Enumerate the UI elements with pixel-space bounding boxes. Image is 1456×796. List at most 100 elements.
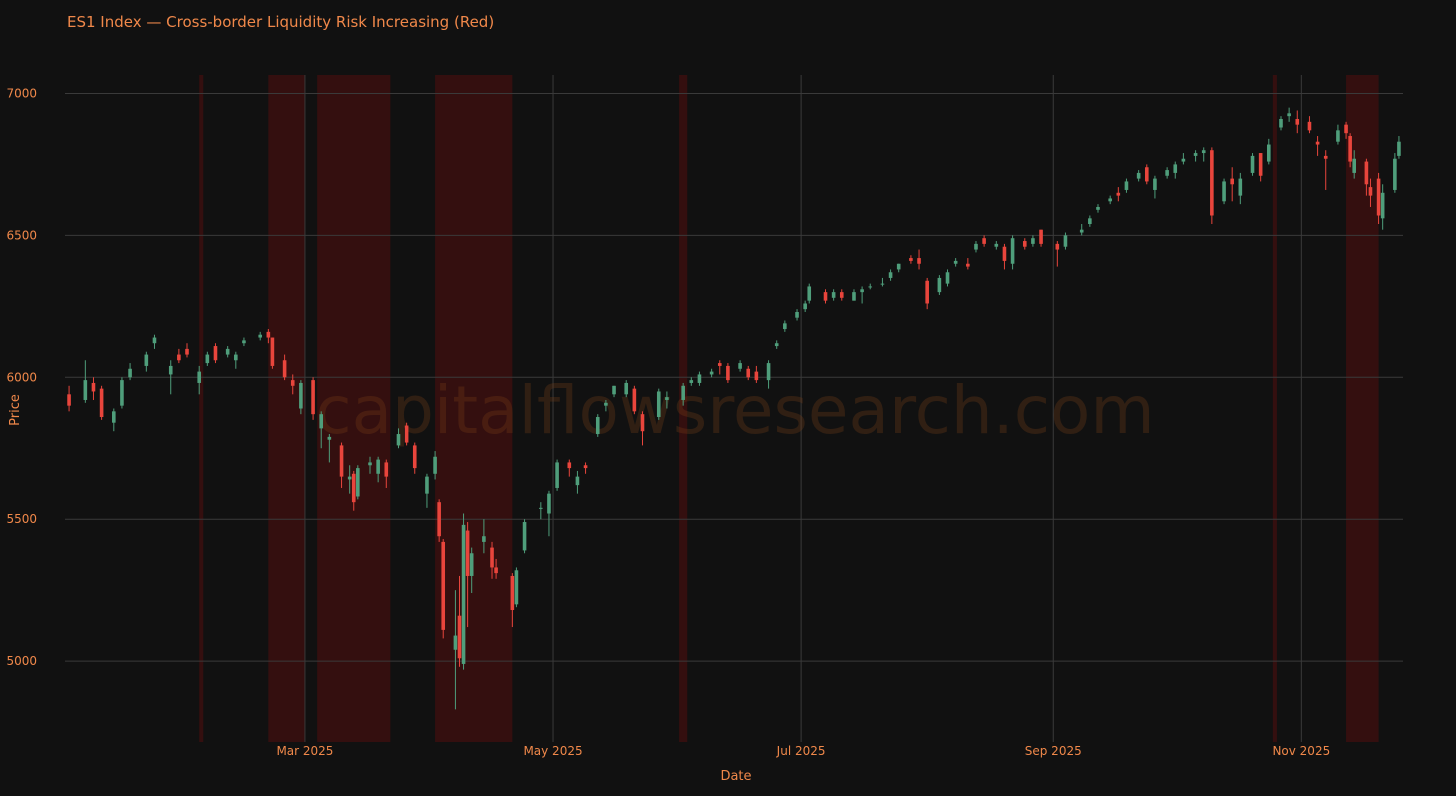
candle-body	[823, 292, 828, 301]
candle-body	[1368, 187, 1373, 196]
risk-region	[1272, 75, 1277, 742]
x-tick-label: Mar 2025	[276, 744, 333, 758]
candle-body	[807, 286, 812, 301]
candle-body	[896, 263, 901, 270]
candle-body	[1039, 229, 1043, 244]
candle-body	[469, 553, 474, 576]
candle-body	[522, 522, 527, 551]
candle-body	[465, 530, 470, 576]
candle-body	[185, 348, 189, 355]
watermark: capitalflowsresearch.com	[315, 372, 1154, 449]
candle-body	[888, 272, 893, 278]
candle-body	[339, 445, 344, 477]
candle-body	[120, 380, 124, 406]
candle-body	[1266, 144, 1271, 162]
candle-body	[709, 371, 714, 375]
candle-body	[1108, 198, 1112, 202]
candle-body	[681, 385, 685, 400]
x-tick-label: Nov 2025	[1272, 744, 1330, 758]
candle-body	[327, 436, 332, 440]
candle-body	[1323, 155, 1328, 159]
candle-body	[746, 368, 751, 378]
candle-body	[225, 348, 230, 355]
risk-regions	[199, 75, 1379, 742]
risk-region	[199, 75, 204, 742]
y-tick-label: 6000	[6, 370, 37, 384]
candle-body	[461, 524, 466, 664]
candle-body	[555, 462, 559, 488]
candle-body	[1022, 241, 1027, 247]
candle-body	[311, 380, 315, 415]
candle-body	[319, 414, 324, 429]
candle-body	[144, 354, 149, 366]
candle-body	[1063, 235, 1068, 247]
risk-region	[1346, 75, 1379, 742]
candle-body	[1376, 178, 1381, 216]
y-tick-label: 5500	[6, 512, 37, 526]
candle-body	[1096, 206, 1100, 210]
candle-body	[266, 331, 271, 338]
candle-body	[1116, 192, 1121, 196]
candle-body	[1079, 229, 1084, 233]
candle-body	[567, 462, 572, 469]
candle-body	[177, 354, 181, 361]
candle-body	[1181, 158, 1186, 162]
candle-body	[1315, 141, 1320, 145]
candle-body	[982, 238, 986, 244]
candle-body	[347, 476, 352, 480]
candle-body	[258, 334, 263, 338]
candle-body	[966, 263, 970, 267]
candle-body	[242, 340, 246, 344]
x-tick-label: Sep 2025	[1025, 744, 1082, 758]
candle-body	[539, 507, 543, 509]
candle-body	[909, 258, 913, 261]
candle-body	[868, 286, 873, 288]
candle-body	[1144, 167, 1149, 182]
candle-body	[583, 465, 588, 469]
candle-body	[1031, 238, 1035, 244]
candle-body	[945, 272, 950, 284]
candle-body	[575, 476, 580, 486]
candle-body	[754, 371, 759, 381]
candle-body	[839, 292, 844, 298]
candle-body	[1352, 158, 1356, 173]
candle-body	[437, 502, 441, 537]
candle-body	[234, 354, 238, 361]
candle-body	[803, 303, 807, 310]
candle-body	[1397, 141, 1401, 156]
candle-body	[774, 343, 779, 347]
candle-body	[356, 468, 360, 497]
candle-body	[1250, 155, 1255, 173]
candle-body	[738, 363, 742, 369]
candle-body	[795, 311, 799, 318]
candle-body	[640, 414, 645, 432]
candle-body	[290, 380, 295, 386]
candle-body	[490, 547, 494, 568]
risk-region	[435, 75, 513, 742]
candle-body	[783, 323, 787, 330]
candle-body	[1010, 238, 1015, 264]
candle-body	[168, 365, 173, 375]
risk-region	[317, 75, 391, 742]
candle-body	[396, 434, 401, 446]
grid	[65, 75, 1403, 742]
candle-body	[1153, 178, 1157, 190]
candle-body	[282, 360, 287, 378]
x-tick-label: May 2025	[523, 744, 582, 758]
candle-body	[299, 382, 303, 409]
candle-body	[1279, 118, 1283, 128]
candle-body	[112, 411, 116, 423]
candle-body	[937, 277, 942, 293]
candle-body	[213, 346, 218, 361]
candle-body	[717, 363, 722, 366]
candle-body	[494, 567, 498, 574]
candle-body	[368, 462, 372, 466]
candle-body	[689, 380, 694, 383]
candle-body	[412, 445, 417, 469]
candle-body	[453, 635, 458, 650]
candle-body	[925, 280, 929, 304]
candle-body	[547, 493, 551, 514]
candle-body	[1307, 121, 1312, 131]
candle-body	[351, 473, 356, 503]
candle-body	[1136, 172, 1141, 179]
